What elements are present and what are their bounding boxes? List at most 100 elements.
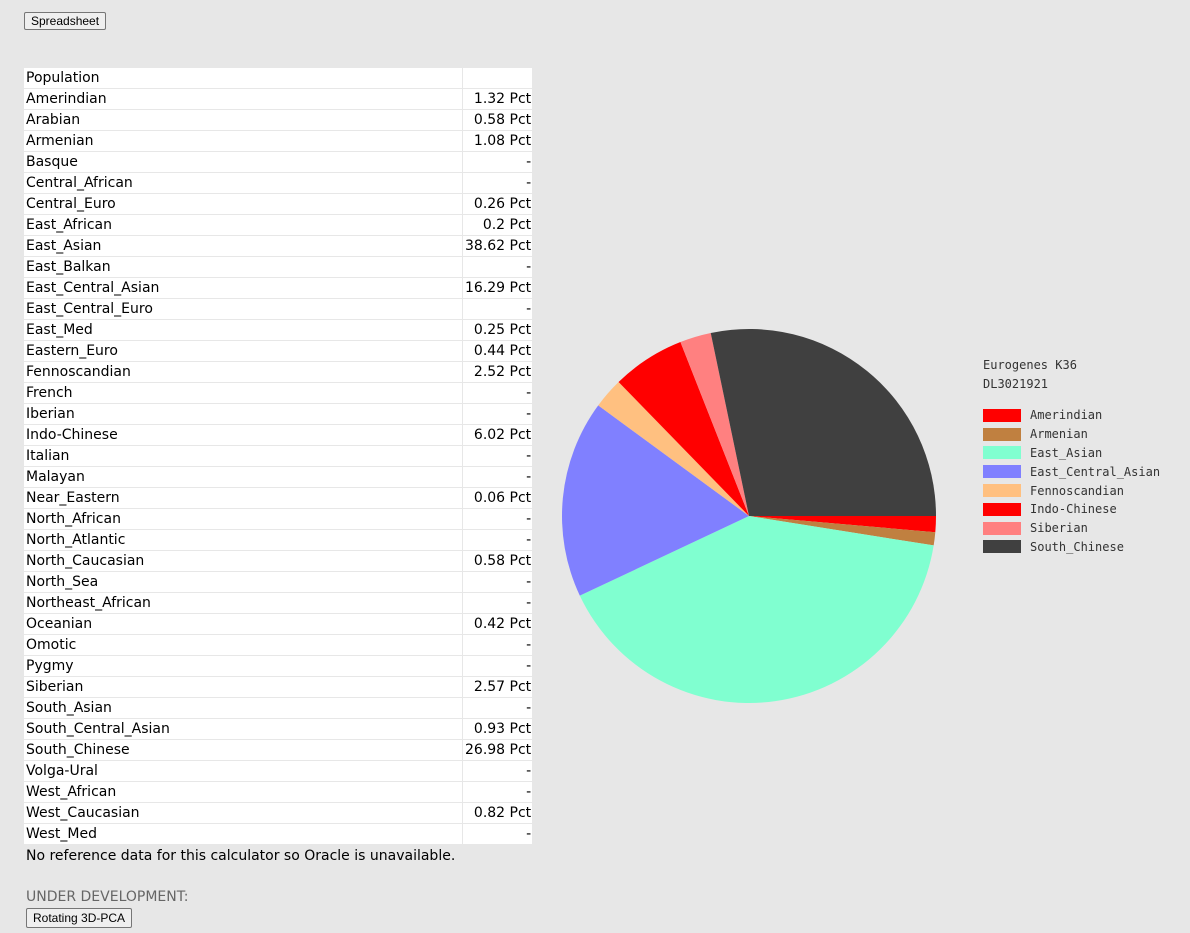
pie-slice	[618, 342, 749, 516]
population-name: North_Sea	[24, 571, 463, 593]
population-value: -	[462, 172, 533, 194]
pie-slice	[749, 516, 936, 533]
population-name: East_Med	[24, 319, 463, 341]
population-name: Pygmy	[24, 655, 463, 677]
table-row: North_Atlantic -	[24, 529, 533, 551]
population-value: 0.25 Pct	[462, 319, 533, 341]
table-row: Pygmy -	[24, 655, 533, 677]
legend-label: Fennoscandian	[1030, 483, 1124, 498]
population-name: Volga-Ural	[24, 760, 463, 782]
population-name: Armenian	[24, 130, 463, 152]
population-name: Arabian	[24, 109, 463, 131]
legend-label: Amerindian	[1030, 408, 1103, 423]
population-value: -	[462, 592, 533, 614]
population-name: East_Central_Asian	[24, 277, 463, 299]
table-row: Central_Euro 0.26 Pct	[24, 193, 533, 215]
oracle-note: No reference data for this calculator so…	[26, 848, 456, 864]
population-name: East_African	[24, 214, 463, 236]
legend-swatch	[983, 502, 1021, 516]
legend-item: South_Chinese	[983, 538, 1160, 557]
legend-label: Siberian	[1030, 521, 1088, 536]
table-row: East_Balkan -	[24, 256, 533, 278]
population-name: West_Med	[24, 823, 463, 845]
table-row: Omotic -	[24, 634, 533, 656]
population-name: East_Central_Euro	[24, 298, 463, 320]
population-value: 16.29 Pct	[462, 277, 533, 299]
legend-item: Indo-Chinese	[983, 500, 1160, 519]
table-row: East_Med 0.25 Pct	[24, 319, 533, 341]
table-row: Basque -	[24, 151, 533, 173]
pie-slice	[579, 516, 934, 703]
pie-slice	[598, 381, 749, 516]
chart-subtitle: DL3021921	[983, 377, 1049, 391]
pie-slice	[749, 516, 936, 546]
table-row: North_African -	[24, 508, 533, 530]
under-development-label: UNDER DEVELOPMENT:	[26, 889, 189, 905]
table-row: West_African -	[24, 781, 533, 803]
table-row: North_Caucasian 0.58 Pct	[24, 550, 533, 572]
pie-chart-svg	[562, 329, 936, 703]
table-row: East_Asian 38.62 Pct	[24, 235, 533, 257]
population-value: 26.98 Pct	[462, 739, 533, 761]
population-name: Oceanian	[24, 613, 463, 635]
table-row: Arabian 0.58 Pct	[24, 109, 533, 131]
table-row: Armenian 1.08 Pct	[24, 130, 533, 152]
spreadsheet-button[interactable]: Spreadsheet	[24, 12, 107, 30]
table-row: Italian -	[24, 445, 533, 467]
table-row: East_Central_Euro -	[24, 298, 533, 320]
legend-label: Indo-Chinese	[1030, 502, 1117, 517]
population-name: Indo-Chinese	[24, 424, 463, 446]
population-name: Eastern_Euro	[24, 340, 463, 362]
population-value: 0.58 Pct	[462, 109, 533, 131]
legend-swatch	[983, 446, 1021, 460]
legend-label: South_Chinese	[1030, 539, 1124, 554]
table-header-population: Population	[24, 68, 463, 89]
population-name: East_Balkan	[24, 256, 463, 278]
legend-item: East_Central_Asian	[983, 462, 1160, 481]
population-name: North_Atlantic	[24, 529, 463, 551]
population-name: Central_Euro	[24, 193, 463, 215]
population-name: Near_Eastern	[24, 487, 463, 509]
pie-slice	[680, 332, 749, 516]
population-value: 0.58 Pct	[462, 550, 533, 572]
population-value: -	[462, 508, 533, 530]
legend-label: Armenian	[1030, 427, 1088, 442]
population-value: -	[462, 256, 533, 278]
pie-chart	[560, 325, 940, 705]
legend-item: Amerindian	[983, 406, 1160, 425]
population-value: 2.52 Pct	[462, 361, 533, 383]
population-value: 1.08 Pct	[462, 130, 533, 152]
table-row: Siberian 2.57 Pct	[24, 676, 533, 698]
population-name: North_African	[24, 508, 463, 530]
population-value: 0.42 Pct	[462, 613, 533, 635]
population-name: Italian	[24, 445, 463, 467]
population-name: Malayan	[24, 466, 463, 488]
population-value: 0.2 Pct	[462, 214, 533, 236]
population-value: 0.82 Pct	[462, 802, 533, 824]
table-row: Iberian -	[24, 403, 533, 425]
population-value: 0.06 Pct	[462, 487, 533, 509]
population-name: Central_African	[24, 172, 463, 194]
population-value: -	[462, 382, 533, 404]
table-row: South_Central_Asian 0.93 Pct	[24, 718, 533, 740]
legend-swatch	[983, 540, 1021, 554]
population-name: South_Central_Asian	[24, 718, 463, 740]
population-value: -	[462, 151, 533, 173]
population-name: Fennoscandian	[24, 361, 463, 383]
population-value: -	[462, 781, 533, 803]
table-row: West_Caucasian 0.82 Pct	[24, 802, 533, 824]
population-name: East_Asian	[24, 235, 463, 257]
population-name: West_African	[24, 781, 463, 803]
population-value: -	[462, 760, 533, 782]
table-row: West_Med -	[24, 823, 533, 845]
table-row: Malayan -	[24, 466, 533, 488]
rotating-3d-pca-button[interactable]: Rotating 3D-PCA	[26, 908, 133, 928]
population-value: 1.32 Pct	[462, 88, 533, 110]
population-value: 2.57 Pct	[462, 676, 533, 698]
table-row: Amerindian 1.32 Pct	[24, 88, 533, 110]
table-header-row: Population	[24, 68, 533, 89]
table-row: Oceanian 0.42 Pct	[24, 613, 533, 635]
legend-swatch	[983, 465, 1021, 479]
legend-item: East_Asian	[983, 444, 1160, 463]
legend-label: East_Central_Asian	[1030, 464, 1161, 479]
